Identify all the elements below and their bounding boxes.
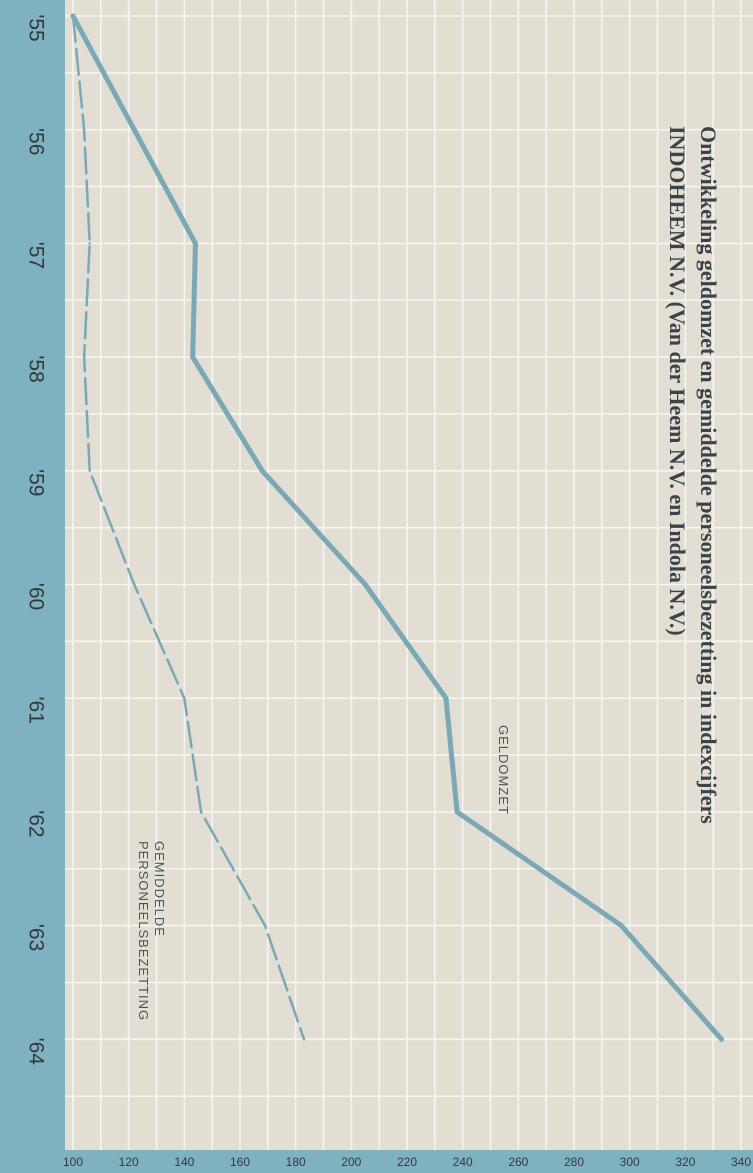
- x-tick-label: '56: [24, 128, 47, 155]
- x-tick-label: '61: [24, 697, 47, 724]
- data-point: [82, 128, 86, 131]
- chart-title-line-1: Ontwikkeling geldomzet en gemiddelde per…: [696, 126, 721, 824]
- y-tick-label: 260: [508, 1155, 528, 1169]
- y-tick-label: 100: [63, 1155, 83, 1169]
- y-tick-label: 340: [731, 1155, 751, 1169]
- series-layer: [70, 13, 725, 1042]
- data-point: [302, 1038, 306, 1041]
- bottom-label-band: [0, 0, 65, 1173]
- series-label-personeel-line-1: GEMIDDELDE: [152, 841, 167, 937]
- x-tick-label: '64: [24, 1038, 47, 1066]
- grid-lines: [65, 0, 753, 1150]
- y-tick-label: 160: [230, 1155, 250, 1169]
- x-tick-label: '63: [24, 924, 47, 951]
- data-point: [443, 695, 449, 701]
- x-tick-label: '62: [24, 810, 47, 837]
- x-tick-label: '60: [24, 583, 47, 610]
- data-point: [193, 241, 198, 246]
- data-point: [88, 242, 91, 245]
- y-tick-label: 200: [341, 1155, 361, 1169]
- data-point: [719, 1036, 724, 1042]
- data-point: [71, 14, 75, 18]
- series-line-geldomzet: [70, 13, 725, 1042]
- x-tick-label: '58: [24, 355, 47, 382]
- data-point: [259, 468, 265, 474]
- y-tick-label: 300: [620, 1155, 640, 1169]
- y-tick-label: 240: [453, 1155, 473, 1169]
- y-tick-label: 180: [286, 1155, 306, 1169]
- right-label-band: [0, 1150, 753, 1173]
- x-tick-label: '55: [24, 14, 47, 41]
- series-label-personeel-line-2: PERSONEELSBEZETTING: [136, 841, 151, 1021]
- data-point: [263, 924, 267, 927]
- data-point: [454, 809, 460, 815]
- data-point: [183, 697, 186, 700]
- data-point: [199, 810, 203, 814]
- data-point: [88, 469, 91, 472]
- data-point: [82, 355, 86, 359]
- y-tick-label: 220: [397, 1155, 417, 1169]
- y-tick-label: 140: [174, 1155, 194, 1169]
- y-tick-label: 280: [564, 1155, 584, 1169]
- x-tick-label: '57: [24, 242, 47, 269]
- tick-labels: 100 120 140 160 180 200 220 240 260 280 300 320 340 '…: [24, 14, 751, 1169]
- data-point: [131, 127, 137, 133]
- data-point: [133, 583, 136, 586]
- x-tick-label: '59: [24, 469, 47, 496]
- data-point: [190, 354, 196, 360]
- data-point: [618, 923, 624, 928]
- y-tick-label: 120: [119, 1155, 139, 1169]
- chart-title-line-2: INDOHEEM N.V. (Van der Heem N.V. en Indo…: [665, 126, 690, 636]
- data-point: [362, 582, 368, 587]
- y-tick-label: 320: [675, 1155, 695, 1169]
- series-label-geldomzet: GELDOMZET: [496, 725, 511, 815]
- series-line-personeelsbezetting: [71, 14, 306, 1041]
